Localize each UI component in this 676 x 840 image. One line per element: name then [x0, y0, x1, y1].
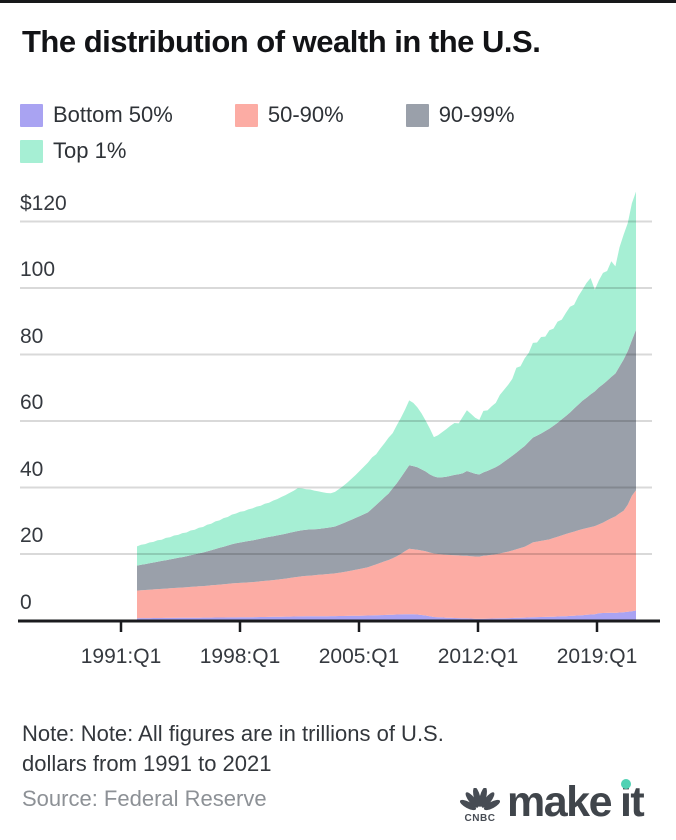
chart-note: Note: Note: All figures are in trillions…	[22, 721, 444, 776]
logo-teal-dot-icon	[620, 779, 631, 789]
cnbc-wordmark: CNBC	[464, 813, 496, 824]
chart-source: Source: Federal Reserve	[22, 786, 267, 811]
area-50-90-	[137, 490, 636, 619]
legend-swatch-icon	[20, 139, 43, 163]
legend-swatch-icon	[405, 103, 429, 127]
legend-swatch-icon	[234, 103, 258, 127]
y-tick-label-100: 100	[20, 258, 56, 281]
x-tick-label-0: 1991:Q1	[80, 645, 162, 668]
cnbc-make-it-logo: CNBC make it	[460, 766, 664, 828]
make-it-wordmark: make it	[507, 776, 645, 828]
y-tick-label-60: 60	[20, 391, 44, 414]
peacock-icon	[460, 788, 500, 811]
area-bottom-50-	[137, 610, 636, 620]
cnbc-peacock: CNBC	[460, 788, 500, 828]
x-tick-label-1: 1998:Q1	[199, 645, 281, 668]
legend-label: Top 1%	[53, 138, 127, 163]
y-tick-label-0: 0	[20, 590, 32, 614]
chart-title: The distribution of wealth in the U.S.	[22, 24, 541, 59]
y-tick-label-120: $120	[20, 191, 67, 215]
legend-item-2: 90-99%	[405, 102, 515, 127]
x-tick-label-2: 2005:Q1	[318, 645, 400, 668]
legend: Bottom 50% 50-90% 90-99% Top 1%	[20, 102, 600, 163]
top-accent-bar	[0, 0, 676, 3]
legend-swatch-icon	[20, 103, 43, 127]
legend-label: 90-99%	[438, 102, 515, 127]
y-tick-label-20: 20	[20, 524, 44, 547]
area-90-99-	[137, 329, 636, 591]
y-tick-label-80: 80	[20, 324, 44, 348]
legend-label: 50-90%	[267, 102, 344, 127]
legend-item-3: Top 1%	[20, 138, 127, 163]
logo-it-text: it	[619, 778, 645, 826]
x-tick-label-3: 2012:Q1	[437, 645, 519, 668]
y-tick-label-40: 40	[20, 457, 44, 481]
legend-label: Bottom 50%	[53, 102, 173, 127]
logo-make-text: make	[507, 778, 612, 826]
legend-item-0: Bottom 50%	[20, 102, 173, 127]
area-top-1-	[137, 191, 636, 566]
x-tick-label-4: 2019:Q1	[556, 645, 638, 668]
legend-item-1: 50-90%	[234, 102, 344, 127]
